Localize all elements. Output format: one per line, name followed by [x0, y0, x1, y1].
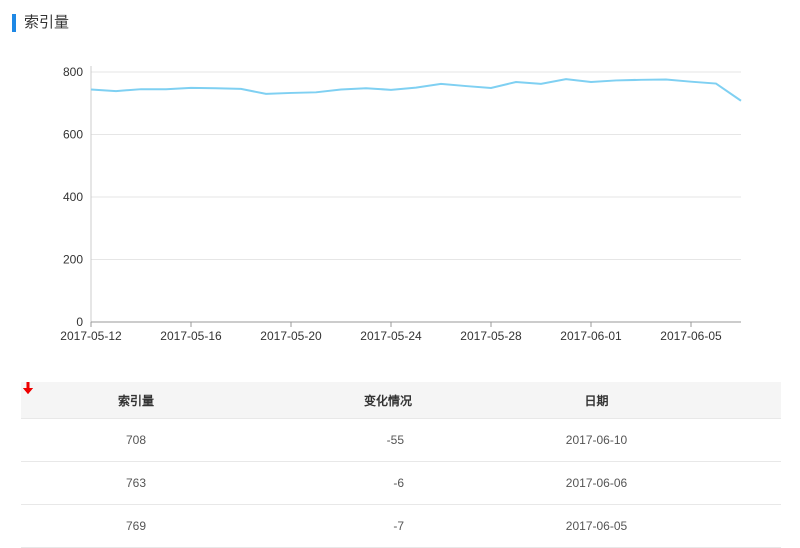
table-body: 708 -55 2017-06-10 763 -6 2017-06-06 769 -7 2017… [21, 382, 781, 548]
table-cell: 2017-06-05 [412, 504, 781, 548]
cell-text: 2017-06-10 [565, 433, 628, 447]
table-cell: 2017-06-06 [412, 461, 781, 505]
table-cell: 708 [21, 418, 251, 462]
table-cell: 763 [21, 461, 251, 505]
y-tick-label: 600 [63, 128, 83, 142]
cell-text: -7 [393, 519, 404, 533]
x-tick-label: 2017-05-12 [60, 329, 122, 343]
table-cell: 769 [21, 504, 251, 548]
cell-text: 769 [125, 519, 147, 533]
down-arrow [23, 382, 33, 394]
table-cell: -6 [23, 382, 412, 505]
column-header: 索引量 [21, 382, 251, 419]
y-tick-label: 800 [63, 65, 83, 79]
x-tick-label: 2017-05-20 [260, 329, 322, 343]
table-row: 769 -7 2017-06-05 [21, 382, 781, 548]
table-cell: -7 [23, 382, 412, 548]
table-cell: 2017-06-10 [412, 418, 781, 462]
x-tick-label: 2017-06-05 [660, 329, 722, 343]
data-table: 索引量 变化情况 日期 708 -55 2017-06-10 763 -6 2017-06-0… [21, 382, 781, 548]
x-tick-label: 2017-06-01 [560, 329, 622, 343]
x-tick-label: 2017-05-24 [360, 329, 422, 343]
table-cell: -55 [23, 382, 412, 462]
cell-text: 763 [125, 476, 147, 490]
y-tick-label: 400 [63, 190, 83, 204]
cell-text: -6 [393, 476, 404, 490]
table-row: 763 -6 2017-06-06 [21, 382, 781, 505]
series-line [90, 78, 742, 102]
cell-text: 708 [125, 433, 147, 447]
column-header: 日期 [412, 382, 781, 419]
y-tick-label: 200 [63, 253, 83, 267]
y-tick-label: 0 [76, 315, 83, 329]
cell-text: -55 [386, 433, 404, 447]
x-tick-label: 2017-05-28 [460, 329, 522, 343]
chart: 0 200 400 600 800 2017-05-12 2017-05-16 2017-05… [60, 65, 742, 343]
cell-text: 2017-06-05 [565, 519, 628, 533]
x-tick-label: 2017-05-16 [160, 329, 222, 343]
table-header: 索引量 变化情况 日期 [21, 382, 781, 419]
column-header: 变化情况 [251, 382, 412, 419]
table-row: 708 -55 2017-06-10 [21, 382, 781, 462]
cell-text: 2017-06-06 [565, 476, 628, 490]
section-title: 索引量 [12, 14, 69, 32]
